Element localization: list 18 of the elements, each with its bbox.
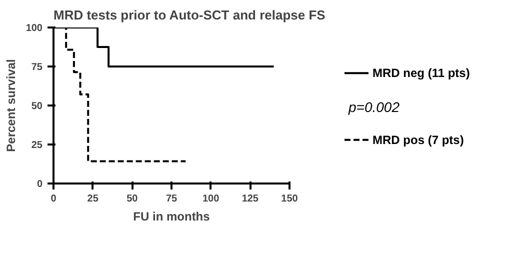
x-tick-label: 75 xyxy=(166,194,178,204)
chart-title: MRD tests prior to Auto-SCT and relapse FS xyxy=(54,8,326,22)
x-tick-label: 50 xyxy=(126,194,138,204)
x-tick-label: 150 xyxy=(281,194,298,204)
y-tick-label: 50 xyxy=(31,101,43,112)
y-tick-label: 25 xyxy=(31,140,43,151)
y-tick-label: 100 xyxy=(26,23,43,34)
x-tick-label: 25 xyxy=(87,194,99,204)
x-tick-label: 0 xyxy=(50,194,57,204)
y-tick-label: 0 xyxy=(36,179,43,190)
y-tick-label: 75 xyxy=(31,62,43,73)
x-tick-label: 100 xyxy=(202,194,220,204)
legend-label: MRD neg (11 pts) xyxy=(372,66,470,80)
x-axis-title: FU in months xyxy=(133,210,210,224)
text: p=0.002 xyxy=(348,98,400,115)
legend-label: MRD pos (7 pts) xyxy=(372,132,464,147)
y-axis-title: Percent survival xyxy=(4,59,18,152)
x-tick-label: 125 xyxy=(242,194,259,204)
